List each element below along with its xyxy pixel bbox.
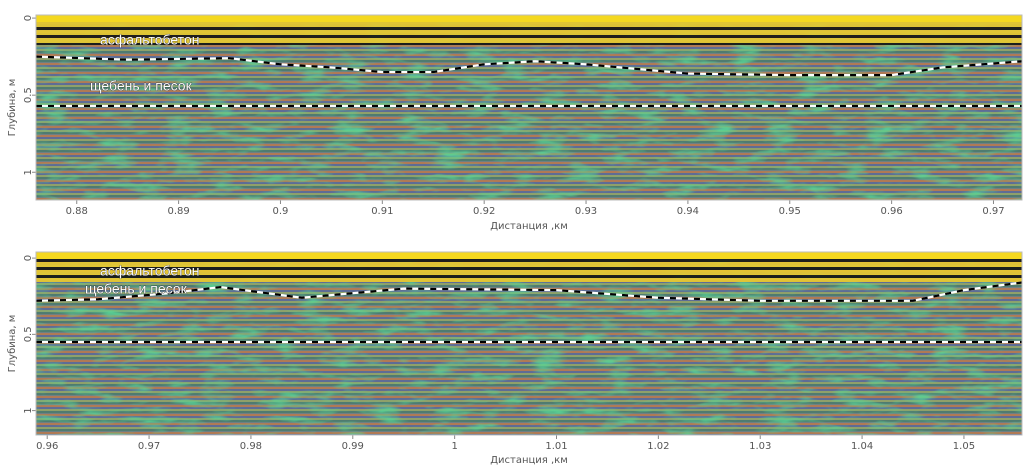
x-tick-label: 1 — [451, 441, 457, 452]
x-tick-label: 1.05 — [953, 441, 975, 452]
y-tick-label: 0 — [23, 255, 34, 261]
x-tick-label: 0.93 — [575, 206, 597, 217]
radargram-figure: асфальтобетон щебень и песок 0.88 0.89 0.9 0.… — [0, 0, 1024, 466]
y-axis-label: Глубина, м — [7, 79, 18, 137]
x-tick-label: 0.91 — [371, 206, 393, 217]
layer-label: асфальтобетон — [100, 32, 199, 48]
layer-label: щебень и песок — [90, 78, 193, 94]
y-tick-label: 1 — [23, 169, 34, 175]
x-tick-label: 0.89 — [167, 206, 189, 217]
x-tick-label: 0.97 — [982, 206, 1004, 217]
x-tick-label: 1.04 — [851, 441, 873, 452]
x-tick-label: 0.96 — [880, 206, 902, 217]
surface-band — [36, 252, 1022, 259]
x-axis-label: Дистанция ,км — [490, 221, 568, 232]
surface-band — [36, 15, 1022, 22]
x-tick-label: 0.94 — [677, 206, 699, 217]
x-tick-label: 0.99 — [342, 441, 364, 452]
y-tick-label: 1 — [23, 407, 34, 413]
panel: асфальтобетон щебень и песок 0.96 0.97 0.98 0… — [7, 252, 1022, 466]
x-tick-label: 0.9 — [273, 206, 289, 217]
x-tick-label: 1.02 — [647, 441, 669, 452]
x-tick-label: 0.88 — [66, 206, 88, 217]
y-axis-label: Глубина, м — [7, 315, 18, 373]
x-tick-label: 0.92 — [473, 206, 495, 217]
layer-label: асфальтобетон — [100, 263, 199, 279]
x-tick-label: 0.98 — [240, 441, 262, 452]
x-axis-label: Дистанция ,км — [490, 455, 568, 466]
x-tick-label: 0.96 — [36, 441, 58, 452]
x-tick-label: 1.03 — [749, 441, 771, 452]
x-tick-label: 0.97 — [138, 441, 160, 452]
layer-label: щебень и песок — [85, 281, 188, 297]
x-tick-label: 0.95 — [779, 206, 801, 217]
y-tick-label: 0.5 — [23, 87, 34, 103]
panel: асфальтобетон щебень и песок 0.88 0.89 0.9 0.… — [7, 15, 1022, 232]
x-tick-label: 1.01 — [545, 441, 567, 452]
y-tick-label: 0.5 — [23, 326, 34, 342]
y-tick-label: 0 — [23, 15, 34, 21]
